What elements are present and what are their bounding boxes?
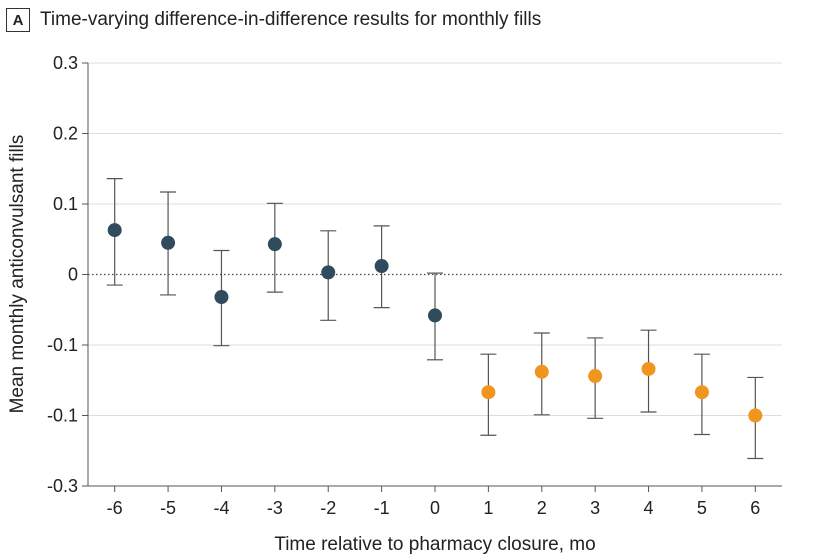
x-tick-label: -5 xyxy=(160,498,176,518)
data-point-post xyxy=(748,408,763,423)
data-point-post xyxy=(641,361,656,376)
x-tick-label: 5 xyxy=(697,498,707,518)
y-axis-label: Mean monthly anticonvulsant fills xyxy=(7,135,28,414)
x-tick-label: 0 xyxy=(430,498,440,518)
data-points xyxy=(107,223,763,423)
x-axis-label: Time relative to pharmacy closure, mo xyxy=(274,534,595,555)
panel-header: A Time-varying difference-in-difference … xyxy=(6,6,541,34)
data-point-pre xyxy=(267,237,282,252)
y-tick-label: -0.1 xyxy=(47,406,78,426)
data-point-post xyxy=(694,385,709,400)
y-tick-label: 0.1 xyxy=(53,194,78,214)
y-tick-label: -0.1 xyxy=(47,335,78,355)
x-tick-label: -4 xyxy=(213,498,229,518)
data-point-post xyxy=(588,369,603,384)
x-tick-label: -3 xyxy=(267,498,283,518)
data-point-pre xyxy=(374,259,389,274)
x-tick-label: -1 xyxy=(374,498,390,518)
x-tick-label: 2 xyxy=(537,498,547,518)
y-tick-label: -0.3 xyxy=(47,476,78,496)
x-tick-label: 6 xyxy=(750,498,760,518)
x-tick-label: 3 xyxy=(590,498,600,518)
x-tick-label: -6 xyxy=(107,498,123,518)
y-tick-label: 0.3 xyxy=(53,53,78,73)
x-tick-label: 4 xyxy=(644,498,654,518)
data-point-pre xyxy=(428,308,442,323)
x-tick-label: 1 xyxy=(483,498,493,518)
chart-title: Time-varying difference-in-difference re… xyxy=(40,9,542,30)
panel-letter: A xyxy=(6,8,30,32)
data-point-pre xyxy=(214,290,229,305)
data-point-post xyxy=(534,364,549,379)
data-point-pre xyxy=(107,223,122,238)
x-axis-ticks: -6 -5 -4 -3 -2 -1 0 1 2 3 4 5 6 xyxy=(107,486,760,518)
y-axis-ticks: 0.3 0.2 0.1 0 -0.1 -0.1 -0.3 xyxy=(47,53,88,496)
data-point-pre xyxy=(321,265,336,280)
data-point-pre xyxy=(161,235,176,250)
y-tick-label: 0.2 xyxy=(53,124,78,144)
data-point-post xyxy=(481,385,496,400)
y-tick-label: 0 xyxy=(68,265,78,285)
x-tick-label: -2 xyxy=(320,498,336,518)
